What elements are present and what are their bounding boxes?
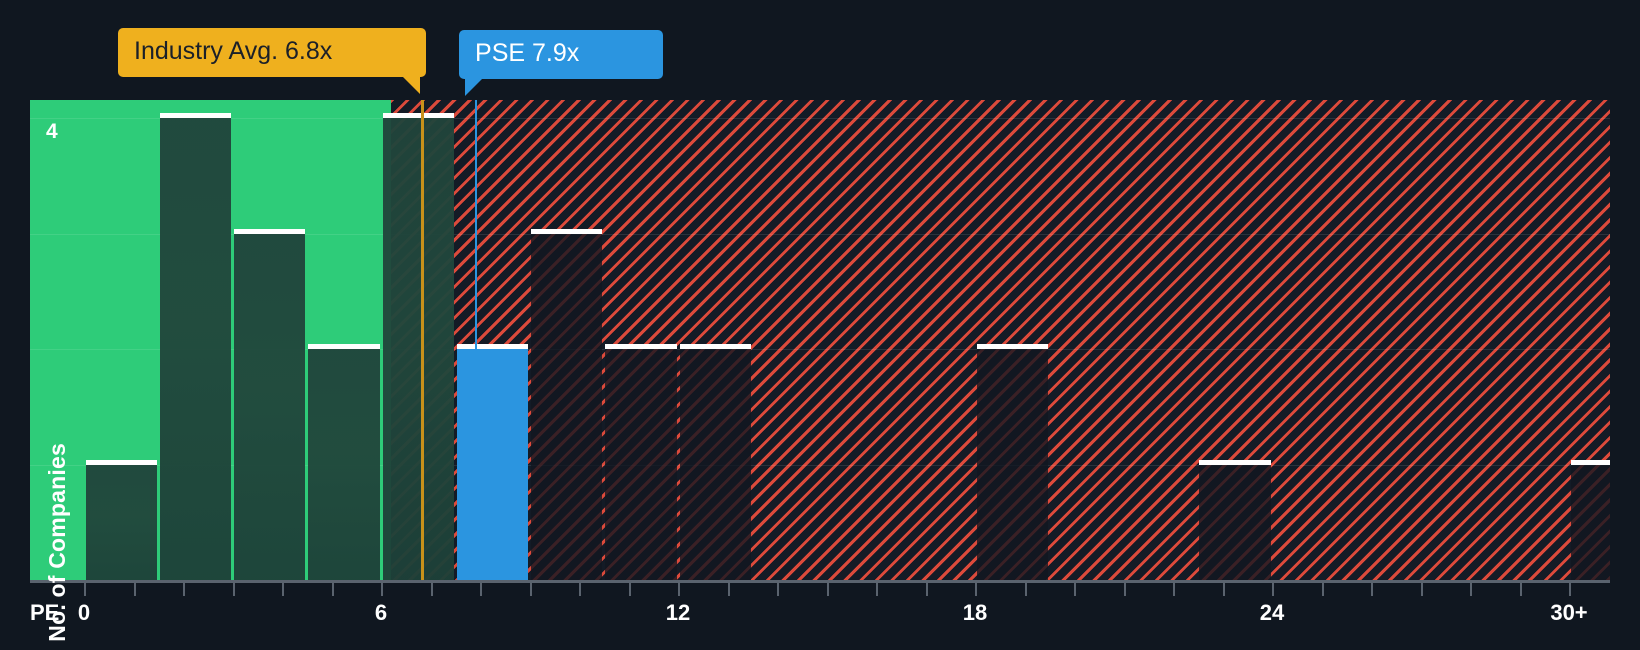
industry-average-callout[interactable]: Industry Avg. 6.8x <box>118 28 426 94</box>
bar-top-cap <box>159 113 231 118</box>
x-axis-tick <box>183 583 185 596</box>
x-axis-tick <box>381 583 383 596</box>
x-axis-tick <box>1569 583 1571 596</box>
x-axis-tick <box>84 583 86 596</box>
x-axis-tick <box>1074 583 1076 596</box>
bar-top-cap <box>679 344 751 349</box>
bar-body <box>308 349 380 580</box>
bar-body <box>679 349 751 580</box>
x-axis-tick <box>1173 583 1175 596</box>
x-axis-tick-label: 30+ <box>1550 600 1588 625</box>
bar[interactable] <box>456 344 528 580</box>
bar-top-cap <box>976 344 1048 349</box>
bar[interactable] <box>1199 459 1271 580</box>
bar-top-cap <box>1199 459 1271 465</box>
bar[interactable] <box>976 344 1048 580</box>
bar-body <box>456 349 528 580</box>
plot-area <box>30 100 1610 580</box>
bar-top-cap <box>605 344 677 349</box>
y-axis-title: No. of Companies <box>44 443 70 642</box>
x-axis-tick-label: 12 <box>665 600 691 625</box>
x-axis-tick <box>925 583 928 596</box>
bar-body <box>159 118 231 580</box>
bar-top-cap <box>234 228 306 234</box>
callout-tail <box>402 75 420 94</box>
gridline <box>30 233 1610 235</box>
bar[interactable] <box>382 113 454 580</box>
pse-callout[interactable]: PSE 7.9x <box>459 30 664 96</box>
gridline <box>30 118 1610 119</box>
x-axis-tick <box>678 583 680 596</box>
x-axis-tick <box>826 583 829 596</box>
x-axis-tick <box>331 583 334 596</box>
x-axis-tick <box>777 583 779 596</box>
x-axis-tick-label: 24 <box>1259 600 1285 625</box>
x-axis-tick <box>1222 583 1225 596</box>
industry-average-callout-label: Industry Avg. 6.8x <box>134 37 333 65</box>
bar-body <box>1570 464 1610 580</box>
bar-body <box>234 233 306 580</box>
bar[interactable] <box>85 459 157 580</box>
bar-body <box>605 349 677 580</box>
x-axis-tick-label: 6 <box>374 600 388 625</box>
x-axis-tick <box>1024 583 1027 596</box>
bar[interactable] <box>531 228 603 580</box>
x-axis-tick <box>529 583 532 596</box>
bar-top-cap <box>382 113 454 118</box>
bar-body <box>531 233 603 580</box>
x-axis-tick <box>876 583 878 596</box>
bar-top-cap <box>1570 459 1610 465</box>
x-axis-tick <box>579 583 581 596</box>
x-axis-tick-label: 18 <box>962 600 988 625</box>
bar-body <box>1199 464 1271 580</box>
bar-body <box>85 464 157 580</box>
gridline <box>30 464 1610 466</box>
bar-top-cap <box>456 344 528 349</box>
x-axis-title: PE <box>30 600 60 625</box>
x-axis-tick <box>1420 583 1423 596</box>
x-axis-tick <box>1470 583 1472 596</box>
bar-top-cap <box>308 344 380 349</box>
x-axis-line <box>30 580 1610 583</box>
x-axis-tick <box>975 583 977 596</box>
bar[interactable] <box>605 344 677 580</box>
bar-body <box>976 349 1048 580</box>
gridline <box>30 349 1610 350</box>
x-axis-tick <box>628 583 631 596</box>
callout-tail <box>465 77 484 96</box>
x-axis-tick <box>282 583 284 596</box>
bar-top-cap <box>85 459 157 465</box>
x-axis-tick <box>1371 583 1373 596</box>
bar[interactable] <box>308 344 380 580</box>
industry-average-line <box>420 100 424 580</box>
x-axis-tick <box>133 583 136 596</box>
pse-callout-label: PSE 7.9x <box>475 39 580 67</box>
bar[interactable] <box>159 113 231 580</box>
x-axis-tick <box>480 583 482 596</box>
bar[interactable] <box>234 228 306 580</box>
x-axis-tick-label: 0 <box>77 600 91 625</box>
x-axis-tick <box>430 583 433 596</box>
x-axis-tick <box>1272 583 1274 596</box>
x-axis-tick <box>232 583 235 596</box>
x-axis-tick <box>727 583 730 596</box>
x-axis-tick <box>1123 583 1126 596</box>
x-axis-tick <box>1519 583 1522 596</box>
bar[interactable] <box>679 344 751 580</box>
pse-marker-line <box>475 100 478 580</box>
bar-top-cap <box>531 228 603 234</box>
bar-body <box>382 118 454 580</box>
bar[interactable] <box>1570 459 1610 580</box>
y-axis-max-label: 4 <box>46 120 58 143</box>
x-axis-tick <box>1321 583 1324 596</box>
